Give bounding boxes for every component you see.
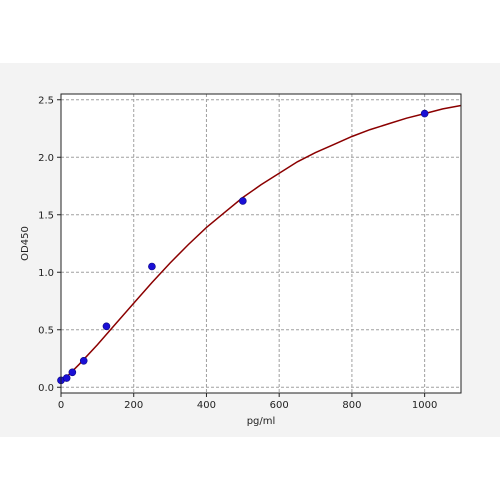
fit-curve-layer [60, 104, 462, 384]
x-axis-label: pg/ml [247, 416, 276, 427]
data-point [62, 374, 71, 382]
plot-frame [60, 93, 462, 394]
x-tick-label: 200 [124, 400, 143, 411]
x-tick-label: 0 [58, 400, 64, 411]
y-axis-label: OD450 [20, 226, 31, 261]
data-point [102, 322, 111, 331]
y-axis: 0.0 0.5 1.0 1.5 2.0 2.5 [38, 95, 61, 394]
data-point [68, 368, 77, 377]
y-tick-label: 1.0 [38, 268, 54, 279]
x-axis: 0 200 400 600 800 1000 [58, 393, 437, 411]
y-tick-label: 2.5 [38, 95, 54, 106]
x-tick-label: 800 [342, 400, 361, 411]
y-tick-label: 0.0 [38, 383, 54, 394]
x-tick-label: 1000 [412, 400, 437, 411]
data-point [148, 262, 156, 271]
data-point [239, 197, 247, 205]
data-points [57, 109, 429, 385]
y-tick-label: 2.0 [38, 153, 54, 164]
y-tick-label: 1.5 [38, 210, 54, 221]
data-point [420, 109, 429, 118]
x-tick-label: 600 [270, 400, 289, 411]
plot-area [61, 94, 461, 393]
y-tick-label: 0.5 [38, 325, 54, 336]
fit-curve-line [60, 104, 462, 384]
x-tick-label: 400 [197, 400, 216, 411]
grid [60, 94, 461, 393]
data-point [79, 356, 88, 365]
